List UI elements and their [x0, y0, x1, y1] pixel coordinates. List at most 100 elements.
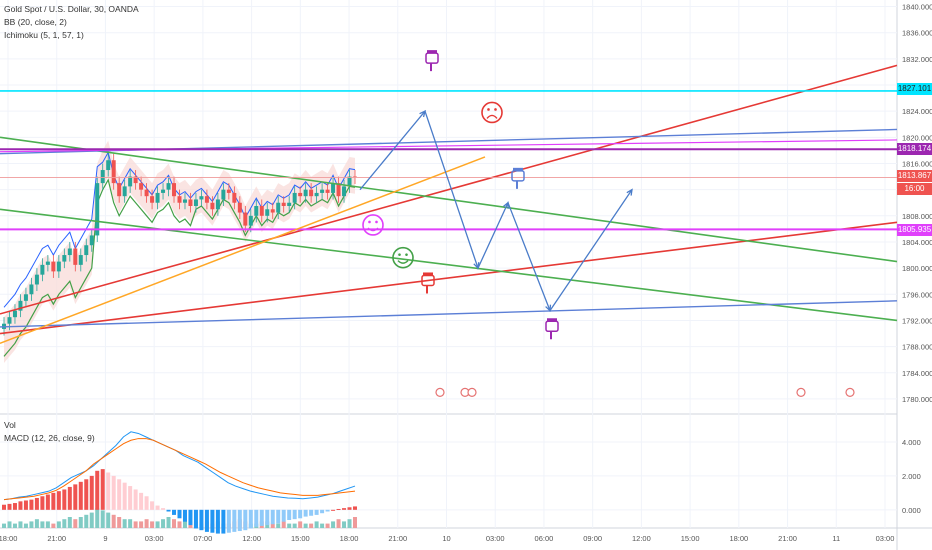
candle-body	[188, 199, 193, 206]
time-tick-label: 12:00	[632, 534, 651, 543]
candle-body	[336, 183, 341, 197]
macd-histogram-bar	[342, 508, 347, 510]
macd-histogram-bar	[303, 509, 308, 517]
candle-body	[347, 176, 352, 187]
macd-histogram-bar	[51, 492, 56, 510]
candle-body	[29, 284, 34, 295]
macd-histogram-bar	[117, 479, 122, 510]
price-label-1818: 1818.174	[897, 143, 932, 155]
macd-histogram-bar	[232, 509, 237, 532]
volume-bar	[7, 521, 12, 528]
macd-line	[3, 431, 356, 501]
macd-histogram-bar	[7, 503, 12, 510]
candle-body	[23, 294, 28, 301]
macd-histogram-bar	[320, 509, 325, 514]
candle-body	[270, 209, 275, 213]
time-tick-label: 03:00	[486, 534, 505, 543]
macd-histogram-bar	[254, 509, 259, 527]
volume-bar	[270, 523, 275, 528]
candle-body	[237, 202, 242, 213]
macd-histogram-bar	[23, 500, 28, 510]
volume-bar	[177, 521, 182, 528]
macd-histogram-bar	[84, 479, 89, 510]
price-label-1805: 1805.935	[897, 224, 932, 236]
macd-histogram-bar	[144, 496, 149, 510]
volume-bar	[73, 519, 78, 528]
volume-bar	[309, 523, 314, 528]
ichimoku-legend: Ichimoku (5, 1, 57, 1)	[4, 30, 84, 40]
candle-body	[73, 248, 78, 265]
volume-bar	[155, 521, 160, 528]
neutral-face-icon-eye	[375, 220, 378, 224]
macd-histogram-bar	[166, 509, 171, 512]
volume-bar	[144, 519, 149, 528]
candle-body	[193, 199, 198, 206]
macd-histogram-bar	[18, 501, 23, 510]
volume-bar	[298, 521, 303, 528]
price-tick-label: 1820.000	[902, 133, 932, 142]
candle-body	[111, 160, 116, 184]
price-tick-label: 1784.000	[902, 369, 932, 378]
macd-histogram-bar	[128, 486, 133, 510]
macd-histogram-bar	[34, 497, 39, 510]
volume-bar	[56, 521, 61, 528]
time-tick-label: 21:00	[388, 534, 407, 543]
candle-body	[292, 192, 297, 203]
candle-body	[287, 202, 292, 206]
volume-bar	[95, 508, 100, 528]
macd-histogram-bar	[95, 470, 100, 510]
candle-body	[155, 192, 160, 203]
volume-bar	[342, 521, 347, 528]
candle-body	[34, 274, 39, 285]
candle-body	[144, 189, 149, 197]
volume-bar	[331, 521, 336, 528]
macd-histogram-bar	[281, 509, 286, 522]
volume-bar	[51, 523, 56, 528]
candle-body	[342, 186, 347, 197]
candle-body	[128, 176, 133, 187]
green-trendline-upper	[0, 136, 898, 263]
candle-body	[221, 189, 226, 200]
candle-body	[215, 199, 220, 210]
sad-face-icon-eye	[487, 108, 490, 111]
candle-body	[331, 183, 336, 193]
pointing-hand-icon-cuff	[427, 50, 437, 54]
event-flag-icon	[845, 387, 855, 397]
volume-bar	[336, 519, 341, 528]
candle-body	[40, 264, 45, 275]
macd-histogram-bar	[40, 496, 45, 510]
macd-histogram-bar	[237, 509, 242, 532]
candle-body	[78, 255, 83, 265]
candle-body	[7, 317, 12, 324]
happy-face-icon-eye	[405, 253, 408, 256]
candle-body	[84, 245, 89, 256]
price-tick-label: 1780.000	[902, 395, 932, 404]
pointing-hand-icon-cuff	[547, 318, 557, 322]
macd-histogram-bar	[314, 509, 319, 515]
candle-body	[232, 192, 237, 203]
macd-histogram-bar	[276, 509, 281, 524]
volume-bar	[353, 517, 357, 528]
time-tick-label: 21:00	[778, 534, 797, 543]
macd-legend: MACD (12, 26, close, 9)	[4, 433, 95, 443]
price-tick-label: 1832.000	[902, 55, 932, 64]
volume-bar	[128, 519, 133, 528]
macd-histogram-bar	[331, 509, 336, 511]
price-label-1827: 1827.101	[897, 83, 932, 95]
macd-histogram-bar	[155, 505, 160, 510]
volume-bar	[287, 523, 292, 528]
event-flag-icon	[796, 387, 806, 397]
macd-histogram-bar	[106, 472, 111, 510]
macd-tick-label: 0.000	[902, 506, 921, 515]
volume-bar	[303, 523, 308, 528]
macd-histogram-bar	[298, 509, 303, 519]
event-flag-icon	[435, 387, 445, 397]
time-tick-label: 03:00	[876, 534, 895, 543]
volume-bar	[29, 521, 34, 528]
macd-histogram-bar	[56, 491, 61, 510]
macd-histogram-bar	[243, 509, 248, 531]
projection-arrowhead	[419, 110, 426, 118]
candle-body	[172, 183, 177, 197]
macd-histogram-bar	[78, 481, 83, 510]
price-tick-label: 1816.000	[902, 159, 932, 168]
